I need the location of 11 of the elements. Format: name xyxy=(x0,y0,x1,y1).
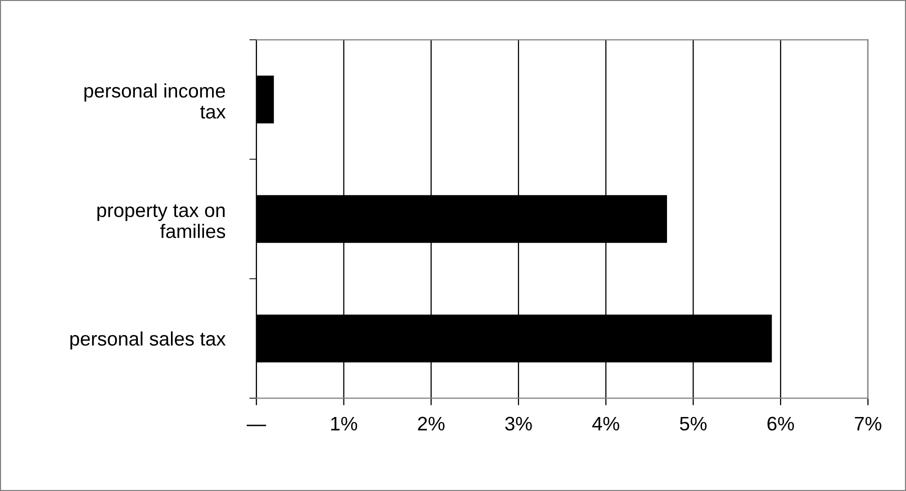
x-tick-label: 7% xyxy=(854,416,882,430)
y-tick-label: personal income tax xyxy=(84,83,226,119)
x-tick-label: 5% xyxy=(680,416,707,431)
x-tick-label: — xyxy=(246,424,266,426)
x-tick-label: 3% xyxy=(505,416,532,431)
x-tick-label: 4% xyxy=(592,416,620,430)
x-tick-label: 1% xyxy=(331,416,358,430)
y-tick-label: property tax on families xyxy=(97,204,226,238)
x-tick-label: 6% xyxy=(768,416,794,431)
y-tick-label: personal sales tax xyxy=(70,331,226,350)
x-tick-label: 2% xyxy=(418,416,444,430)
